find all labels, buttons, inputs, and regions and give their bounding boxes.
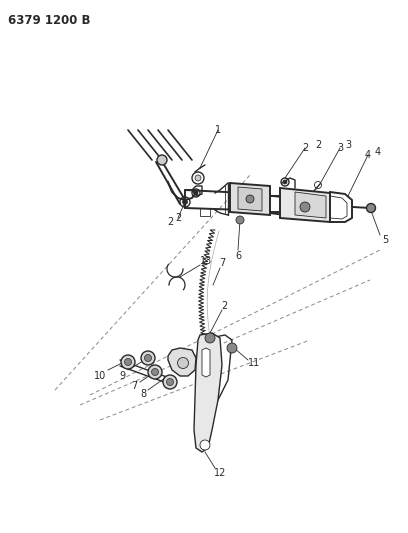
Circle shape [177, 358, 188, 368]
Text: 10: 10 [94, 371, 106, 381]
Circle shape [236, 216, 244, 224]
Circle shape [141, 351, 155, 365]
Circle shape [195, 175, 201, 181]
Polygon shape [168, 348, 196, 376]
Polygon shape [280, 188, 330, 222]
Text: 2: 2 [175, 213, 181, 223]
Text: 4: 4 [375, 147, 381, 157]
Circle shape [144, 354, 151, 361]
Circle shape [151, 368, 158, 376]
Text: 13: 13 [200, 256, 212, 266]
Text: 2: 2 [315, 140, 321, 150]
Text: 4: 4 [365, 150, 371, 160]
Circle shape [283, 180, 287, 184]
Circle shape [205, 333, 215, 343]
Circle shape [200, 440, 210, 450]
Text: 3: 3 [345, 140, 351, 150]
Polygon shape [194, 333, 222, 452]
Circle shape [194, 191, 198, 195]
Circle shape [124, 359, 131, 366]
Text: 2: 2 [221, 301, 227, 311]
Polygon shape [230, 183, 270, 215]
Text: 12: 12 [214, 468, 226, 478]
Text: 6379 1200 B: 6379 1200 B [8, 14, 91, 27]
Circle shape [182, 199, 188, 205]
Circle shape [227, 343, 237, 353]
Polygon shape [238, 187, 262, 211]
Circle shape [163, 375, 177, 389]
Text: 7: 7 [131, 381, 137, 391]
Circle shape [157, 155, 167, 165]
Polygon shape [295, 192, 326, 218]
Text: 8: 8 [140, 389, 146, 399]
Circle shape [366, 204, 375, 213]
Circle shape [246, 195, 254, 203]
Polygon shape [202, 348, 210, 377]
Text: 7: 7 [219, 258, 225, 268]
Text: 1: 1 [215, 125, 221, 135]
Text: 3: 3 [337, 143, 343, 153]
Circle shape [166, 378, 173, 385]
Circle shape [148, 365, 162, 379]
Text: 5: 5 [382, 235, 388, 245]
Text: 11: 11 [248, 358, 260, 368]
Circle shape [300, 202, 310, 212]
Text: 6: 6 [235, 251, 241, 261]
Text: 2: 2 [302, 143, 308, 153]
Text: 9: 9 [119, 371, 125, 381]
Circle shape [121, 355, 135, 369]
Text: 2: 2 [167, 217, 173, 227]
